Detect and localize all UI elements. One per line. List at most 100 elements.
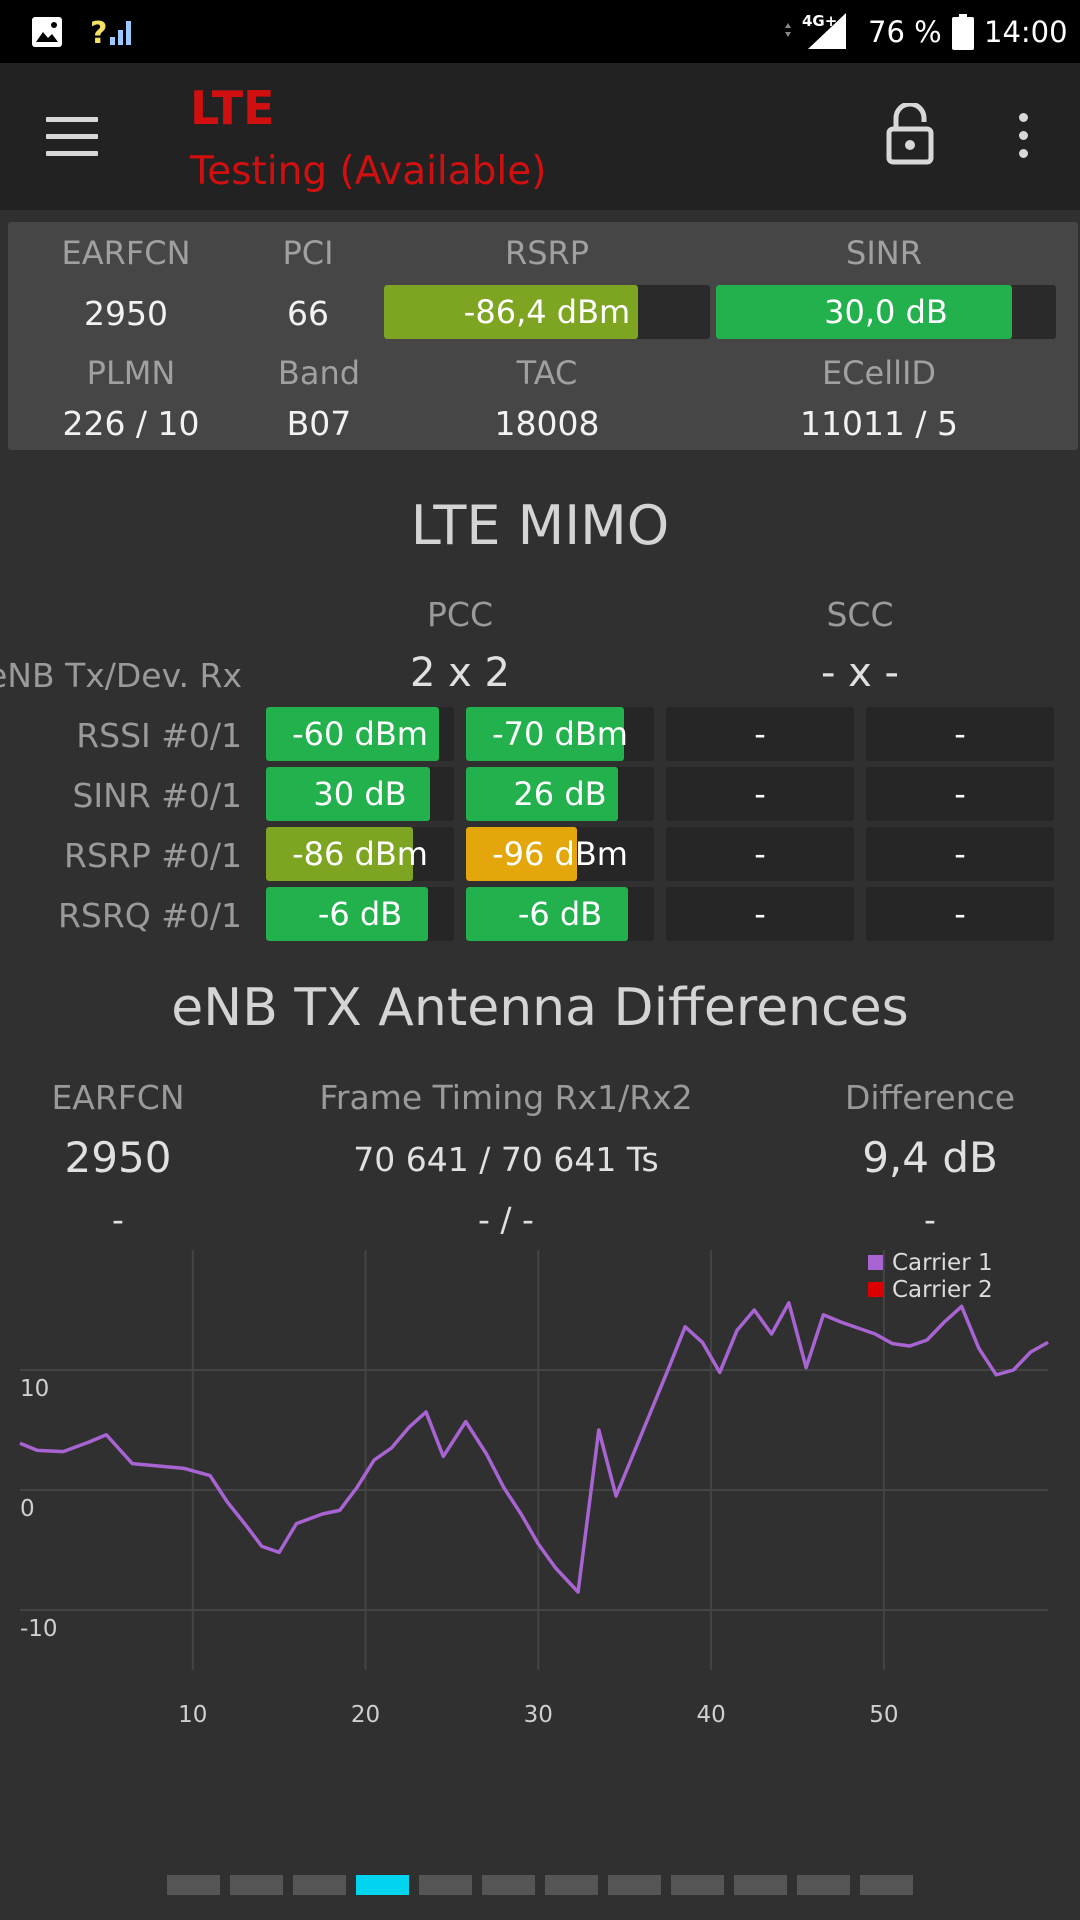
x-tick-label: 10 [178, 1702, 207, 1728]
mimo-cell: -60 dBm [266, 707, 454, 761]
scc-mimo-value: - x - [821, 650, 899, 696]
page-dot[interactable] [167, 1875, 220, 1895]
x-tick-label: 30 [524, 1702, 553, 1728]
image-icon [30, 0, 64, 63]
mimo-cell: -70 dBm [466, 707, 654, 761]
sinr-bar-fill [716, 285, 1012, 339]
page-dot[interactable] [671, 1875, 724, 1895]
pci-value: 66 [287, 294, 329, 333]
page-dot[interactable] [419, 1875, 472, 1895]
antenna-earfcn-value: 2950 [64, 1133, 172, 1182]
clock: 14:00 [984, 14, 1068, 49]
sinr-bar: 30,0 dB [716, 285, 1056, 339]
rsrp-bar: -86,4 dBm [384, 285, 710, 339]
mimo-cell: -96 dBm [466, 827, 654, 881]
mimo-cell: 26 dB [466, 767, 654, 821]
sinr-value: 30,0 dB [824, 293, 948, 331]
ecellid-value: 11011 / 5 [799, 404, 959, 443]
mimo-cell-value: -86 dBm [292, 835, 428, 873]
signal-unknown-icon: ? [90, 0, 136, 63]
mimo-cell-value: -96 dBm [492, 835, 628, 873]
svg-text:?: ? [90, 16, 107, 49]
rsrp-bar-fill [384, 285, 639, 339]
difference-value-2: - [924, 1200, 936, 1239]
band-label: Band [277, 354, 361, 392]
y-tick-label: 10 [20, 1376, 49, 1402]
hamburger-menu-icon[interactable] [46, 117, 98, 157]
mimo-cell-value: 26 dB [513, 775, 607, 813]
mimo-row-label: RSRQ #0/1 [57, 896, 242, 935]
scc-label: SCC [826, 595, 894, 634]
mimo-cell-fill [266, 707, 439, 761]
plmn-label: PLMN [86, 354, 176, 392]
battery-icon [951, 13, 974, 50]
mimo-cell-value: -6 dB [317, 895, 403, 933]
mimo-cell-fill [466, 887, 628, 941]
page-dot[interactable] [608, 1875, 661, 1895]
rsrp-label: RSRP [504, 234, 590, 272]
page-dot[interactable] [734, 1875, 787, 1895]
page-indicator [167, 1875, 923, 1895]
mimo-row-label: RSRP #0/1 [64, 836, 242, 875]
unlock-icon[interactable] [886, 101, 934, 169]
mimo-cell-fill [466, 707, 624, 761]
mimo-cell: -6 dB [466, 887, 654, 941]
antenna-title: eNB TX Antenna Differences [171, 978, 909, 1038]
frame-timing-value: 70 641 / 70 641 Ts [353, 1140, 659, 1179]
rsrp-value: -86,4 dBm [463, 293, 631, 331]
mimo-cell: -86 dBm [266, 827, 454, 881]
mimo-cell-fill [466, 827, 577, 881]
pci-label: PCI [282, 234, 334, 272]
mimo-cell: - [666, 767, 854, 821]
mimo-cell-value: -70 dBm [492, 715, 628, 753]
earfcn-value: 2950 [84, 294, 168, 333]
mimo-cell-value: 30 dB [313, 775, 407, 813]
page-dot[interactable] [482, 1875, 535, 1895]
mimo-cell: - [666, 887, 854, 941]
x-tick-label: 40 [696, 1702, 725, 1728]
page-dot[interactable] [293, 1875, 346, 1895]
plmn-value: 226 / 10 [62, 404, 200, 443]
earfcn-label: EARFCN [61, 234, 191, 272]
battery-percent: 76 % [868, 14, 942, 49]
mimo-cell-value: - [754, 775, 766, 813]
cell-info-panel: EARFCN PCI RSRP SINR 2950 66 -86,4 dBm 3… [8, 222, 1078, 450]
mimo-cell-value: - [754, 835, 766, 873]
mimo-cell-value: - [754, 895, 766, 933]
mimo-row-label: RSSI #0/1 [76, 716, 242, 755]
mimo-cell: - [866, 767, 1054, 821]
mimo-cell: -6 dB [266, 887, 454, 941]
mimo-cell-fill [266, 827, 413, 881]
legend-swatch [868, 1282, 883, 1297]
svg-text:4G+: 4G+ [802, 12, 837, 30]
pcc-label: PCC [427, 595, 493, 634]
y-tick-label: -10 [20, 1616, 58, 1642]
sinr-label: SINR [846, 234, 922, 272]
page-dot[interactable] [356, 1875, 409, 1895]
toolbar-title: LTE [190, 81, 275, 135]
mimo-cell: - [866, 827, 1054, 881]
mimo-cell-value: - [754, 715, 766, 753]
battery-indicator: 76 % [868, 0, 974, 63]
mimo-cell: 30 dB [266, 767, 454, 821]
mimo-cell-value: - [954, 835, 966, 873]
page-dot[interactable] [860, 1875, 913, 1895]
toolbar-subtitle: Testing (Available) [190, 149, 547, 194]
ecellid-label: ECellID [821, 354, 937, 392]
more-vert-icon[interactable] [1012, 113, 1034, 167]
x-tick-label: 50 [869, 1702, 898, 1728]
tx-rx-label: eNB Tx/Dev. Rx [0, 656, 242, 695]
legend-label: Carrier 1 [892, 1250, 993, 1276]
mimo-cell: - [866, 887, 1054, 941]
antenna-earfcn-label: EARFCN [51, 1078, 185, 1117]
mimo-cell-fill [266, 767, 430, 821]
mimo-cell: - [666, 827, 854, 881]
mimo-cell-value: -6 dB [517, 895, 603, 933]
page-dot[interactable] [797, 1875, 850, 1895]
legend-swatch [868, 1255, 883, 1270]
page-dot[interactable] [230, 1875, 283, 1895]
difference-label: Difference [844, 1078, 1016, 1117]
page-dot[interactable] [545, 1875, 598, 1895]
tac-label: TAC [516, 354, 578, 392]
